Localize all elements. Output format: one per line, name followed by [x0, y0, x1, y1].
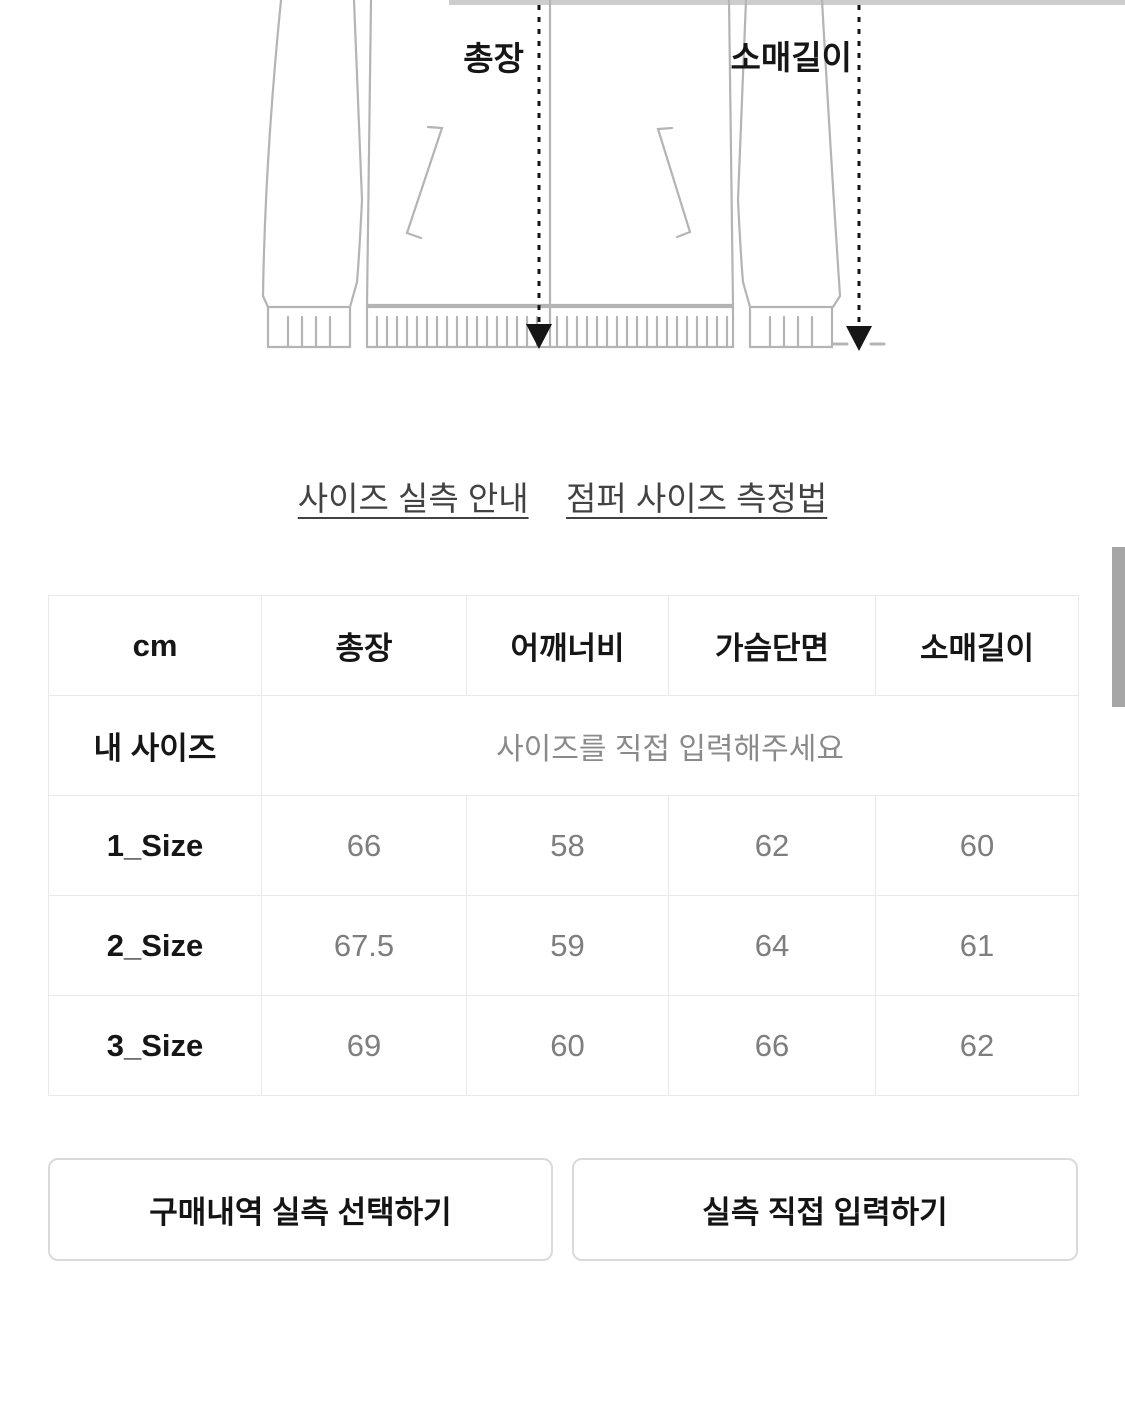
cell-chest-width: 66 — [668, 995, 876, 1096]
cell-chest-width: 64 — [668, 895, 876, 996]
size-table: cm 총장 어깨너비 가슴단면 소매길이 내 사이즈 사이즈를 직접 입력해주세… — [48, 595, 1079, 1096]
size-row-label: 3_Size — [48, 995, 262, 1096]
cell-total-length: 67.5 — [261, 895, 467, 996]
table-row: 2_Size 67.5 59 64 61 — [48, 895, 1079, 996]
arrow-down-icon — [526, 324, 552, 349]
select-purchase-measure-button[interactable]: 구매내역 실측 선택하기 — [48, 1158, 553, 1261]
left-pocket-line — [405, 125, 444, 240]
enter-measure-directly-button[interactable]: 실측 직접 입력하기 — [572, 1158, 1078, 1261]
rib-texture — [286, 315, 814, 348]
arrow-down-icon — [846, 326, 872, 351]
col-header-chest-width: 가슴단면 — [668, 595, 876, 696]
table-row: 1_Size 66 58 62 60 — [48, 795, 1079, 896]
measure-guide-links: 사이즈 실측 안내 점퍼 사이즈 측정법 — [0, 472, 1125, 520]
cell-chest-width: 62 — [668, 795, 876, 896]
previous-section-edge — [449, 0, 1125, 5]
size-row-label: 2_Size — [48, 895, 262, 996]
cell-total-length: 69 — [261, 995, 467, 1096]
size-row-label: 1_Size — [48, 795, 262, 896]
cell-shoulder-width: 58 — [466, 795, 669, 896]
sleeve-length-measure-line — [846, 5, 872, 351]
size-table-header-row: cm 총장 어깨너비 가슴단면 소매길이 — [48, 595, 1079, 696]
total-length-label: 총장 — [463, 40, 524, 77]
unit-header-cell: cm — [48, 595, 262, 696]
cell-sleeve-length: 61 — [875, 895, 1079, 996]
cell-shoulder-width: 59 — [466, 895, 669, 996]
my-size-input-area[interactable]: 사이즈를 직접 입력해주세요 — [261, 695, 1079, 796]
col-header-shoulder-width: 어깨너비 — [466, 595, 669, 696]
col-header-sleeve-length: 소매길이 — [875, 595, 1079, 696]
my-size-label: 내 사이즈 — [48, 695, 262, 796]
my-size-row: 내 사이즈 사이즈를 직접 입력해주세요 — [48, 695, 1079, 796]
vertical-scrollbar-thumb[interactable] — [1112, 547, 1125, 707]
cell-sleeve-length: 62 — [875, 995, 1079, 1096]
right-pocket-line — [656, 126, 692, 239]
cell-shoulder-width: 60 — [466, 995, 669, 1096]
table-row: 3_Size 69 60 66 62 — [48, 995, 1079, 1096]
jumper-measure-method-link[interactable]: 점퍼 사이즈 측정법 — [566, 480, 828, 517]
cell-sleeve-length: 60 — [875, 795, 1079, 896]
size-guide-link[interactable]: 사이즈 실측 안내 — [297, 480, 529, 517]
jacket-measure-diagram: 총장 소매길이 — [261, 0, 886, 351]
col-header-total-length: 총장 — [261, 595, 467, 696]
jacket-outline — [261, 0, 886, 349]
sleeve-length-label: 소매길이 — [731, 39, 852, 76]
total-length-measure-line — [526, 5, 552, 349]
cell-total-length: 66 — [261, 795, 467, 896]
